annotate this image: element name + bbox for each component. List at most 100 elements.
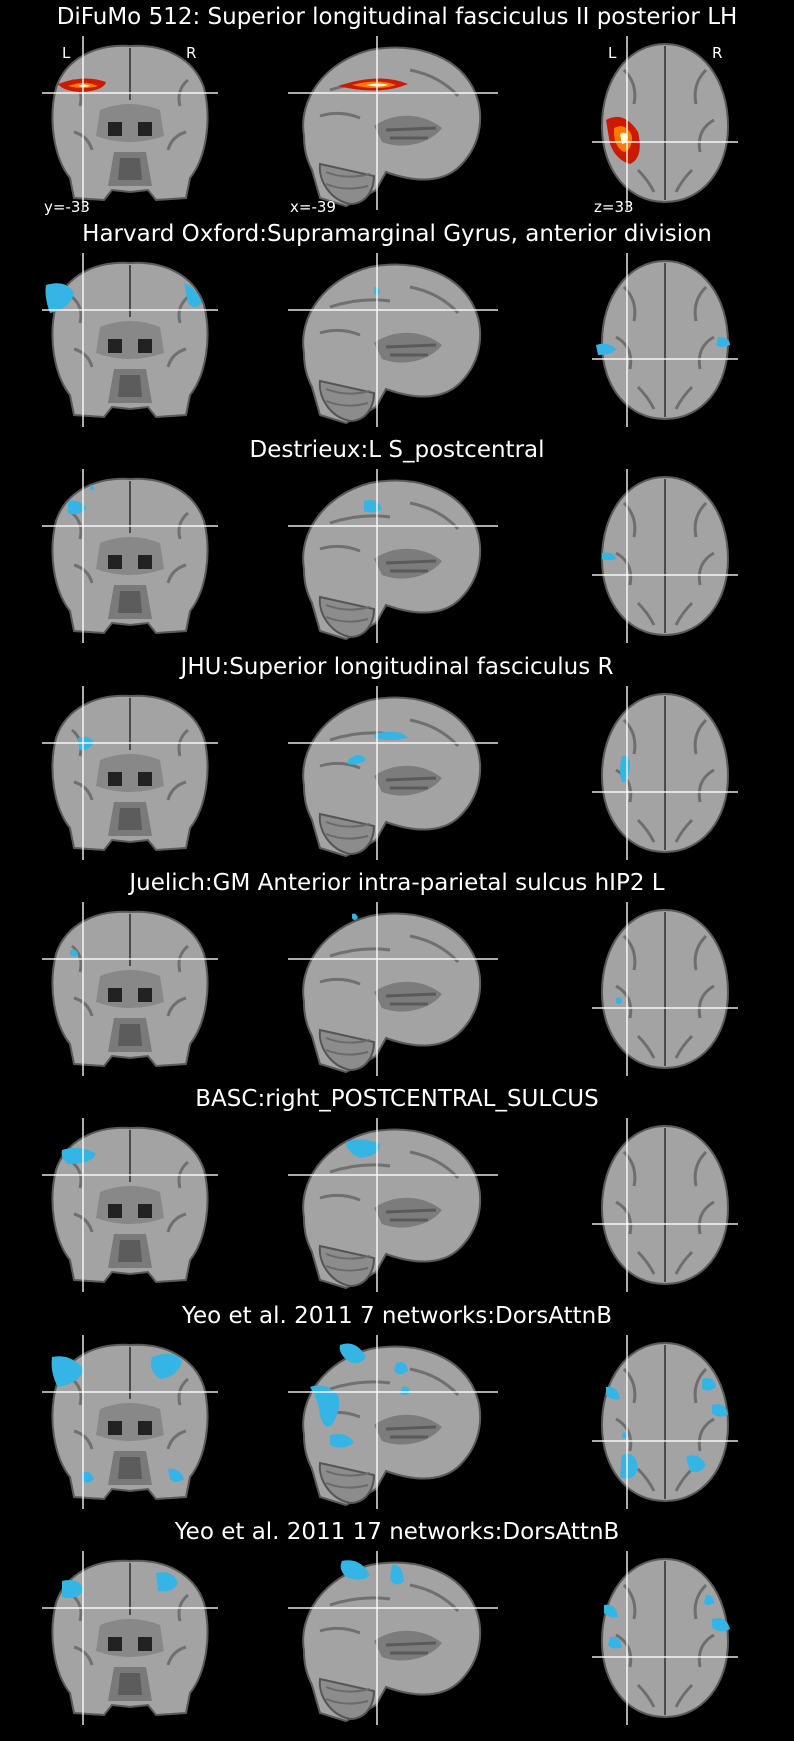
panel-title: JHU:Superior longitudinal fasciculus R xyxy=(180,654,614,680)
overlay-blob xyxy=(390,1564,404,1585)
coronal-view xyxy=(42,253,218,427)
panel-title: DiFuMo 512: Superior longitudinal fascic… xyxy=(56,4,738,30)
sagittal-brain xyxy=(302,912,482,1074)
overlay-blob xyxy=(394,1362,408,1374)
overlay-blob xyxy=(702,1378,716,1391)
crosshair xyxy=(42,1118,218,1292)
crosshair xyxy=(42,686,218,860)
coord-z-label: z=33 xyxy=(594,198,634,216)
orientation-left-label: L xyxy=(608,44,617,62)
overlay-blob xyxy=(602,552,616,560)
crosshair xyxy=(592,902,738,1076)
coronal-brain xyxy=(51,1559,209,1717)
overlay-blob xyxy=(339,1343,366,1364)
crosshair xyxy=(288,36,498,210)
overlay-blob xyxy=(616,997,622,1004)
coronal-brain xyxy=(51,1126,209,1284)
crosshair xyxy=(592,253,738,427)
sagittal-slice xyxy=(288,1551,498,1725)
crosshair xyxy=(42,36,218,210)
overlay-blob xyxy=(346,1139,380,1158)
panel-6: BASC:right_POSTCENTRAL_SULCUS xyxy=(0,1082,794,1298)
overlay-blob xyxy=(70,949,78,957)
sagittal-view xyxy=(288,1335,498,1509)
sagittal-view xyxy=(288,253,498,427)
overlay-region xyxy=(346,1139,380,1158)
overlay-region xyxy=(68,485,94,515)
overlay-region xyxy=(340,1560,404,1585)
crosshair xyxy=(42,1335,218,1509)
overlay-region xyxy=(51,1353,184,1483)
coronal-brain xyxy=(51,694,209,852)
overlay-blob xyxy=(51,1356,84,1387)
crosshair xyxy=(592,686,738,860)
sagittal-view xyxy=(288,36,498,210)
sagittal-slice xyxy=(288,902,498,1076)
coronal-view xyxy=(42,1118,218,1292)
overlay-region xyxy=(348,731,408,765)
coronal-slice xyxy=(42,1335,218,1509)
overlay-region xyxy=(310,1343,410,1448)
overlay-blob xyxy=(184,283,202,307)
overlay-blob xyxy=(374,731,408,740)
overlay-region xyxy=(602,552,616,560)
overlay-blob xyxy=(78,84,90,87)
axial-slice xyxy=(592,1335,738,1509)
coronal-view xyxy=(42,902,218,1076)
overlay-blob xyxy=(608,1636,622,1649)
overlay-blob xyxy=(352,913,358,920)
coronal-slice xyxy=(42,686,218,860)
coronal-brain xyxy=(51,477,209,635)
overlay-region xyxy=(606,1378,728,1479)
axial-view xyxy=(592,1118,738,1292)
orientation-right-label: R xyxy=(186,44,197,62)
overlay-region xyxy=(596,337,730,355)
sagittal-slice xyxy=(288,469,498,643)
sagittal-brain xyxy=(302,1561,482,1723)
coronal-brain xyxy=(51,1343,209,1501)
sagittal-brain xyxy=(302,479,482,641)
overlay-region xyxy=(62,1572,178,1598)
panel-3: Destrieux:L S_postcentral xyxy=(0,433,794,649)
overlay-blob xyxy=(686,1455,706,1473)
coronal-brain xyxy=(51,910,209,1068)
orientation-left-label: L xyxy=(62,44,71,62)
orientation-right-label: R xyxy=(712,44,723,62)
panel-8: Yeo et al. 2011 17 networks:DorsAttnB xyxy=(0,1515,794,1731)
sagittal-brain xyxy=(302,263,482,425)
crosshair xyxy=(592,469,738,643)
axial-slice xyxy=(592,36,738,210)
crosshair xyxy=(288,253,498,427)
overlay-blob xyxy=(68,500,86,515)
panel-4: JHU:Superior longitudinal fasciculus R xyxy=(0,650,794,866)
panel-title: Juelich:GM Anterior intra-parietal sulcu… xyxy=(129,870,665,896)
coronal-brain xyxy=(51,44,209,202)
panel-7: Yeo et al. 2011 7 networks:DorsAttnB xyxy=(0,1299,794,1515)
coronal-slice xyxy=(42,1551,218,1725)
overlay-blob xyxy=(712,1404,728,1417)
coronal-view xyxy=(42,1551,218,1725)
axial-slice xyxy=(592,1118,738,1292)
sagittal-slice xyxy=(288,253,498,427)
panel-title: Yeo et al. 2011 7 networks:DorsAttnB xyxy=(182,1303,612,1329)
overlay-blob xyxy=(604,1604,618,1618)
overlay-blob xyxy=(156,1572,178,1592)
axial-brain xyxy=(600,908,730,1070)
sagittal-slice xyxy=(288,686,498,860)
axial-view xyxy=(592,36,738,210)
axial-brain xyxy=(600,692,730,854)
axial-brain xyxy=(600,1124,730,1286)
overlay-blob xyxy=(45,283,74,313)
axial-slice xyxy=(592,1551,738,1725)
crosshair xyxy=(42,902,218,1076)
overlay-region xyxy=(616,997,622,1004)
coronal-brain xyxy=(51,261,209,419)
sagittal-view xyxy=(288,686,498,860)
overlay-blob xyxy=(620,1453,638,1479)
axial-slice xyxy=(592,686,738,860)
overlay-blob xyxy=(340,1560,370,1580)
crosshair xyxy=(288,686,498,860)
panel-title: Harvard Oxford:Supramarginal Gyrus, ante… xyxy=(82,221,712,247)
sagittal-brain xyxy=(302,696,482,858)
overlay-blob xyxy=(400,1386,410,1395)
